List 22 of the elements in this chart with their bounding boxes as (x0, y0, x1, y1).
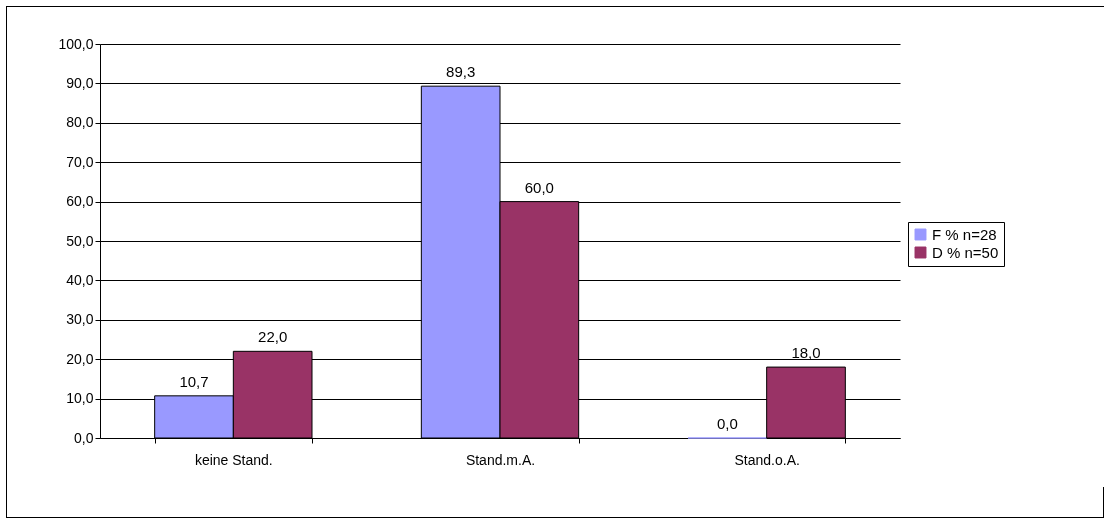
x-tick-label: Stand.o.A. (734, 451, 800, 468)
y-tick-label: 50,0 (66, 232, 94, 249)
y-tick-label: 70,0 (66, 153, 94, 170)
x-tick-label: Stand.m.A. (465, 451, 536, 468)
x-tick-label: keine Stand. (194, 451, 273, 468)
data-label: 18,0 (791, 344, 821, 362)
legend-label: F % n=28 (932, 225, 997, 243)
data-label: 10,7 (179, 372, 209, 390)
data-label: 22,0 (258, 328, 288, 346)
y-tick-label: 60,0 (66, 193, 94, 210)
data-label: 60,0 (524, 178, 554, 196)
y-tick-label: 30,0 (66, 311, 94, 328)
y-tick-label: 10,0 (66, 390, 94, 407)
y-tick-label: 0,0 (74, 429, 94, 446)
y-tick-label: 20,0 (66, 350, 94, 367)
data-label: 0,0 (716, 415, 738, 432)
data-label: 89,3 (446, 63, 476, 81)
y-tick-label: 80,0 (66, 114, 94, 131)
y-tick-label: 40,0 (66, 271, 94, 288)
legend-label: D % n=50 (932, 243, 999, 261)
y-tick-label: 90,0 (66, 74, 94, 91)
y-tick-label: 100,0 (58, 35, 94, 52)
